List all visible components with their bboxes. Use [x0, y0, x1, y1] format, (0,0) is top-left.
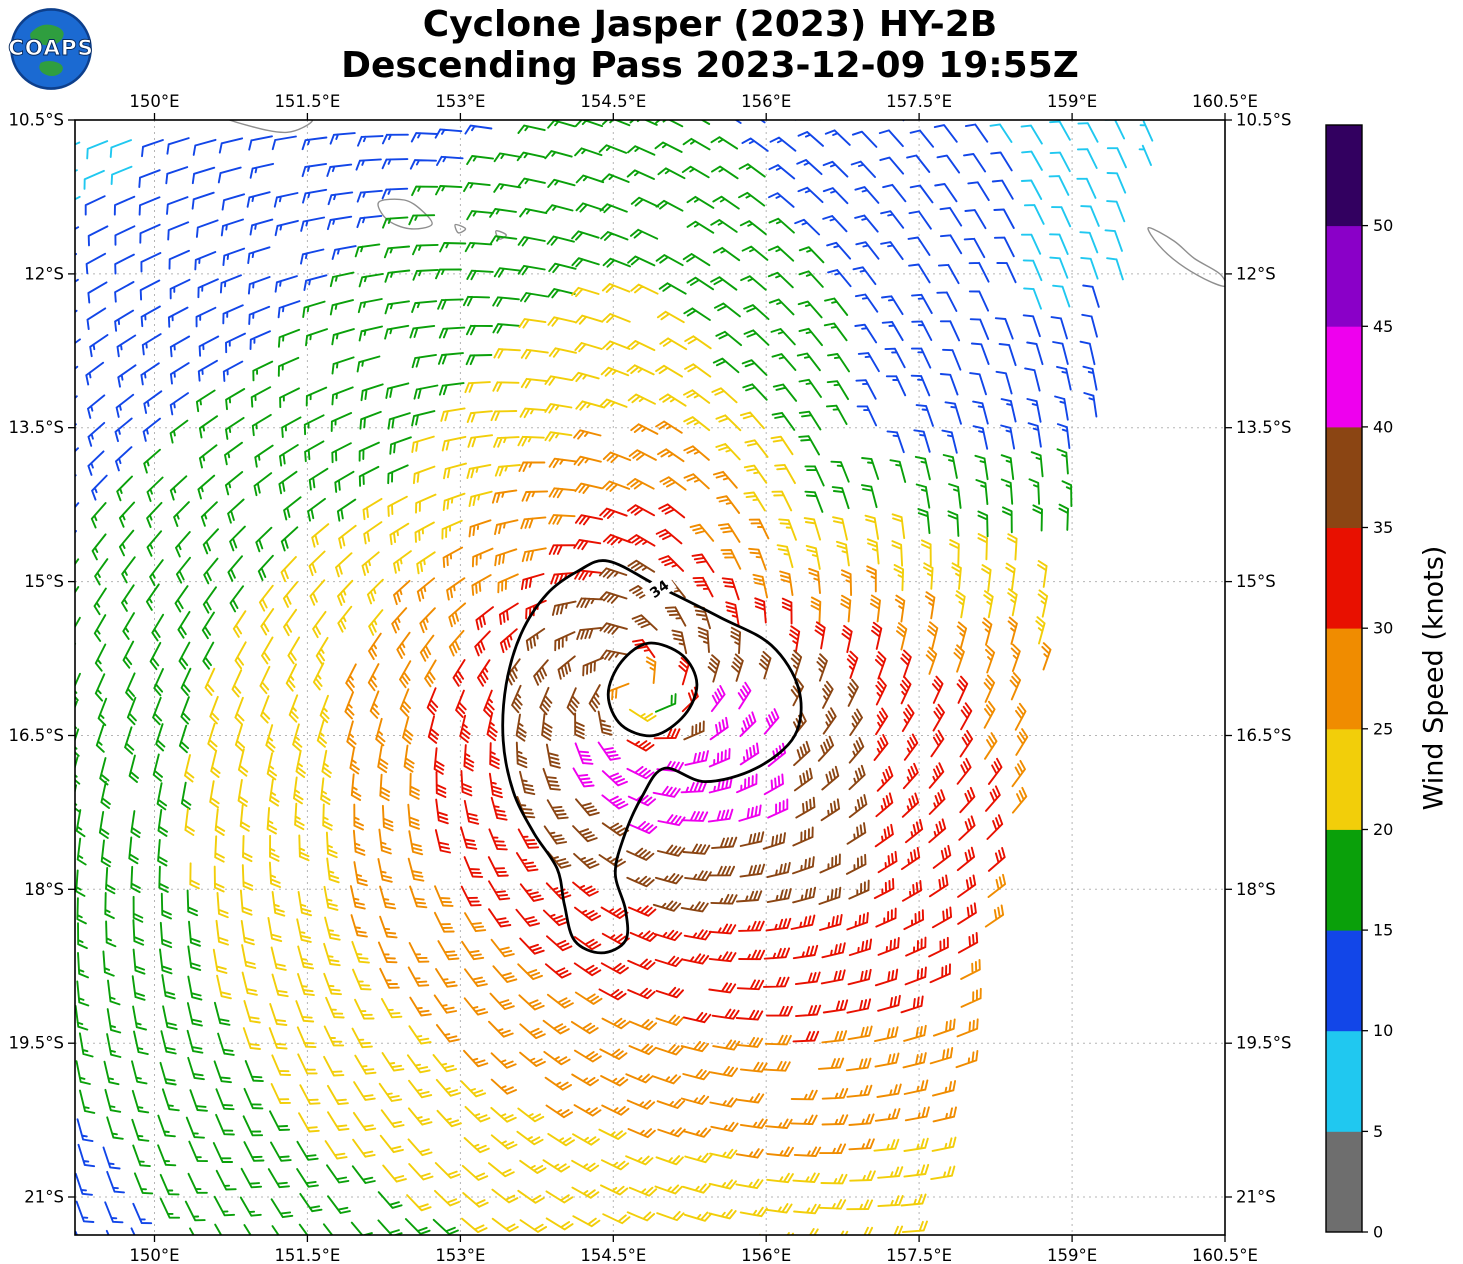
logo-text: COAPS: [8, 36, 94, 61]
lon-label-top: 160.5°E: [1192, 92, 1258, 111]
colorbar-tick-label: 10: [1373, 1021, 1393, 1040]
colorbar-tick-label: 0: [1373, 1223, 1383, 1242]
colorbar-segment-0-5kt: [1326, 1131, 1362, 1233]
colorbar-segment-40-45kt: [1326, 326, 1362, 428]
wind-barb-field: [75, 120, 1154, 1235]
lon-label-bottom: 154.5°E: [580, 1246, 646, 1264]
colorbar-tick-label: 30: [1373, 619, 1393, 638]
isotach-contours: [501, 559, 803, 955]
wind-barbs-band-15-20kt: [75, 120, 1073, 1235]
lon-label-bottom: 150°E: [129, 1246, 179, 1264]
coastline: [1147, 227, 1225, 287]
colorbar-segment-10-15kt: [1326, 930, 1362, 1032]
lon-label-top: 153°E: [435, 92, 485, 111]
lat-label-right: 18°S: [1236, 880, 1276, 899]
colorbar-segment-15-20kt: [1326, 829, 1362, 931]
coaps-logo: COAPS: [8, 8, 94, 90]
lon-label-bottom: 153°E: [435, 1246, 485, 1264]
colorbar-border: [1325, 124, 1363, 1233]
wind-barbs-band-40-45kt: [572, 681, 789, 835]
lon-label-top: 157.5°E: [886, 92, 952, 111]
lon-label-top: 150°E: [129, 92, 179, 111]
plot-border: [74, 119, 1226, 1236]
lat-label-left: 18°S: [24, 880, 64, 899]
colorbar-segment-30-35kt: [1326, 527, 1362, 629]
coastline: [454, 223, 467, 234]
colorbar-segment-50-55kt: [1326, 125, 1362, 227]
colorbar: 0 5 10 15 20 25 30 35 40 45 50: [1325, 124, 1393, 1242]
isotach-label-box: [641, 571, 677, 605]
lon-label-bottom: 159°E: [1047, 1246, 1097, 1264]
wind-barbs-band-30-35kt: [426, 503, 1006, 1043]
logo-globe: [10, 8, 92, 90]
lat-label-right: 16.5°S: [1236, 726, 1291, 745]
colorbar-tick-label: 15: [1373, 921, 1393, 940]
axis-ticks: [68, 113, 1232, 1242]
isotach-label: 34: [641, 571, 677, 605]
figure-title-line1: Cyclone Jasper (2023) HY-2B: [422, 4, 998, 45]
wind-barbs-band-25-30kt: [344, 420, 1052, 1159]
lon-label-bottom: 160.5°E: [1192, 1246, 1258, 1264]
isotach-contour-outer: [501, 559, 803, 955]
isotach-contour-inner: [606, 641, 699, 738]
lat-label-right: 21°S: [1236, 1188, 1276, 1207]
lat-label-left: 10.5°S: [9, 111, 64, 130]
figure-title-line2: Descending Pass 2023-12-09 19:55Z: [341, 45, 1079, 87]
lat-label-left: 19.5°S: [9, 1034, 64, 1053]
lat-label-right: 12°S: [1236, 264, 1276, 283]
colorbar-tick-label: 45: [1373, 317, 1393, 336]
lat-label-right: 10.5°S: [1236, 111, 1291, 130]
colorbar-tick-label: 20: [1373, 820, 1393, 839]
lon-label-top: 154.5°E: [580, 92, 646, 111]
colorbar-axis-label: Wind Speed (knots): [1418, 545, 1450, 811]
lon-label-bottom: 157.5°E: [886, 1246, 952, 1264]
colorbar-tick-label: 5: [1373, 1122, 1383, 1141]
logo-landmass-south: [39, 61, 63, 77]
coastline: [377, 198, 433, 230]
lon-label-bottom: 151.5°E: [274, 1246, 340, 1264]
colorbar-segment-25-30kt: [1326, 628, 1362, 730]
lon-label-top: 156°E: [741, 92, 791, 111]
colorbar-segment-5-10kt: [1326, 1030, 1362, 1132]
lon-label-top: 151.5°E: [274, 92, 340, 111]
wind-barbs-band-5-10kt: [75, 120, 1154, 310]
colorbar-segment-35-40kt: [1326, 426, 1362, 528]
lat-label-right: 19.5°S: [1236, 1034, 1291, 1053]
colorbar-tick-label: 40: [1373, 417, 1393, 436]
coastline: [227, 120, 314, 134]
lon-label-bottom: 156°E: [741, 1246, 791, 1264]
lat-label-left: 21°S: [24, 1188, 64, 1207]
logo-landmass-north: [30, 24, 64, 46]
wind-barbs-band-10-15kt: [75, 120, 1100, 1235]
figure-title: Cyclone Jasper (2023) HY-2B Descending P…: [0, 4, 1420, 87]
wind-barbs-band-20-25kt: [184, 283, 1049, 1235]
lon-label-top: 159°E: [1047, 92, 1097, 111]
lat-label-left: 16.5°S: [9, 726, 64, 745]
colorbar-tick-label: 35: [1373, 518, 1393, 537]
lat-label-left: 15°S: [24, 572, 64, 591]
colorbar-segment-20-25kt: [1326, 728, 1362, 830]
axis-tick-labels: 150°E 150°E 151.5°E 151.5°E 153°E 153°E 154.5°…: [9, 92, 1292, 1264]
wind-barbs-band-35-40kt: [506, 559, 870, 913]
lat-label-right: 13.5°S: [1236, 418, 1291, 437]
lat-label-left: 12°S: [24, 264, 64, 283]
colorbar-tick-label: 50: [1373, 216, 1393, 235]
colorbar-tick-label: 25: [1373, 719, 1393, 738]
lat-label-left: 13.5°S: [9, 418, 64, 437]
lat-label-right: 15°S: [1236, 572, 1276, 591]
colorbar-segment-45-50kt: [1326, 225, 1362, 327]
